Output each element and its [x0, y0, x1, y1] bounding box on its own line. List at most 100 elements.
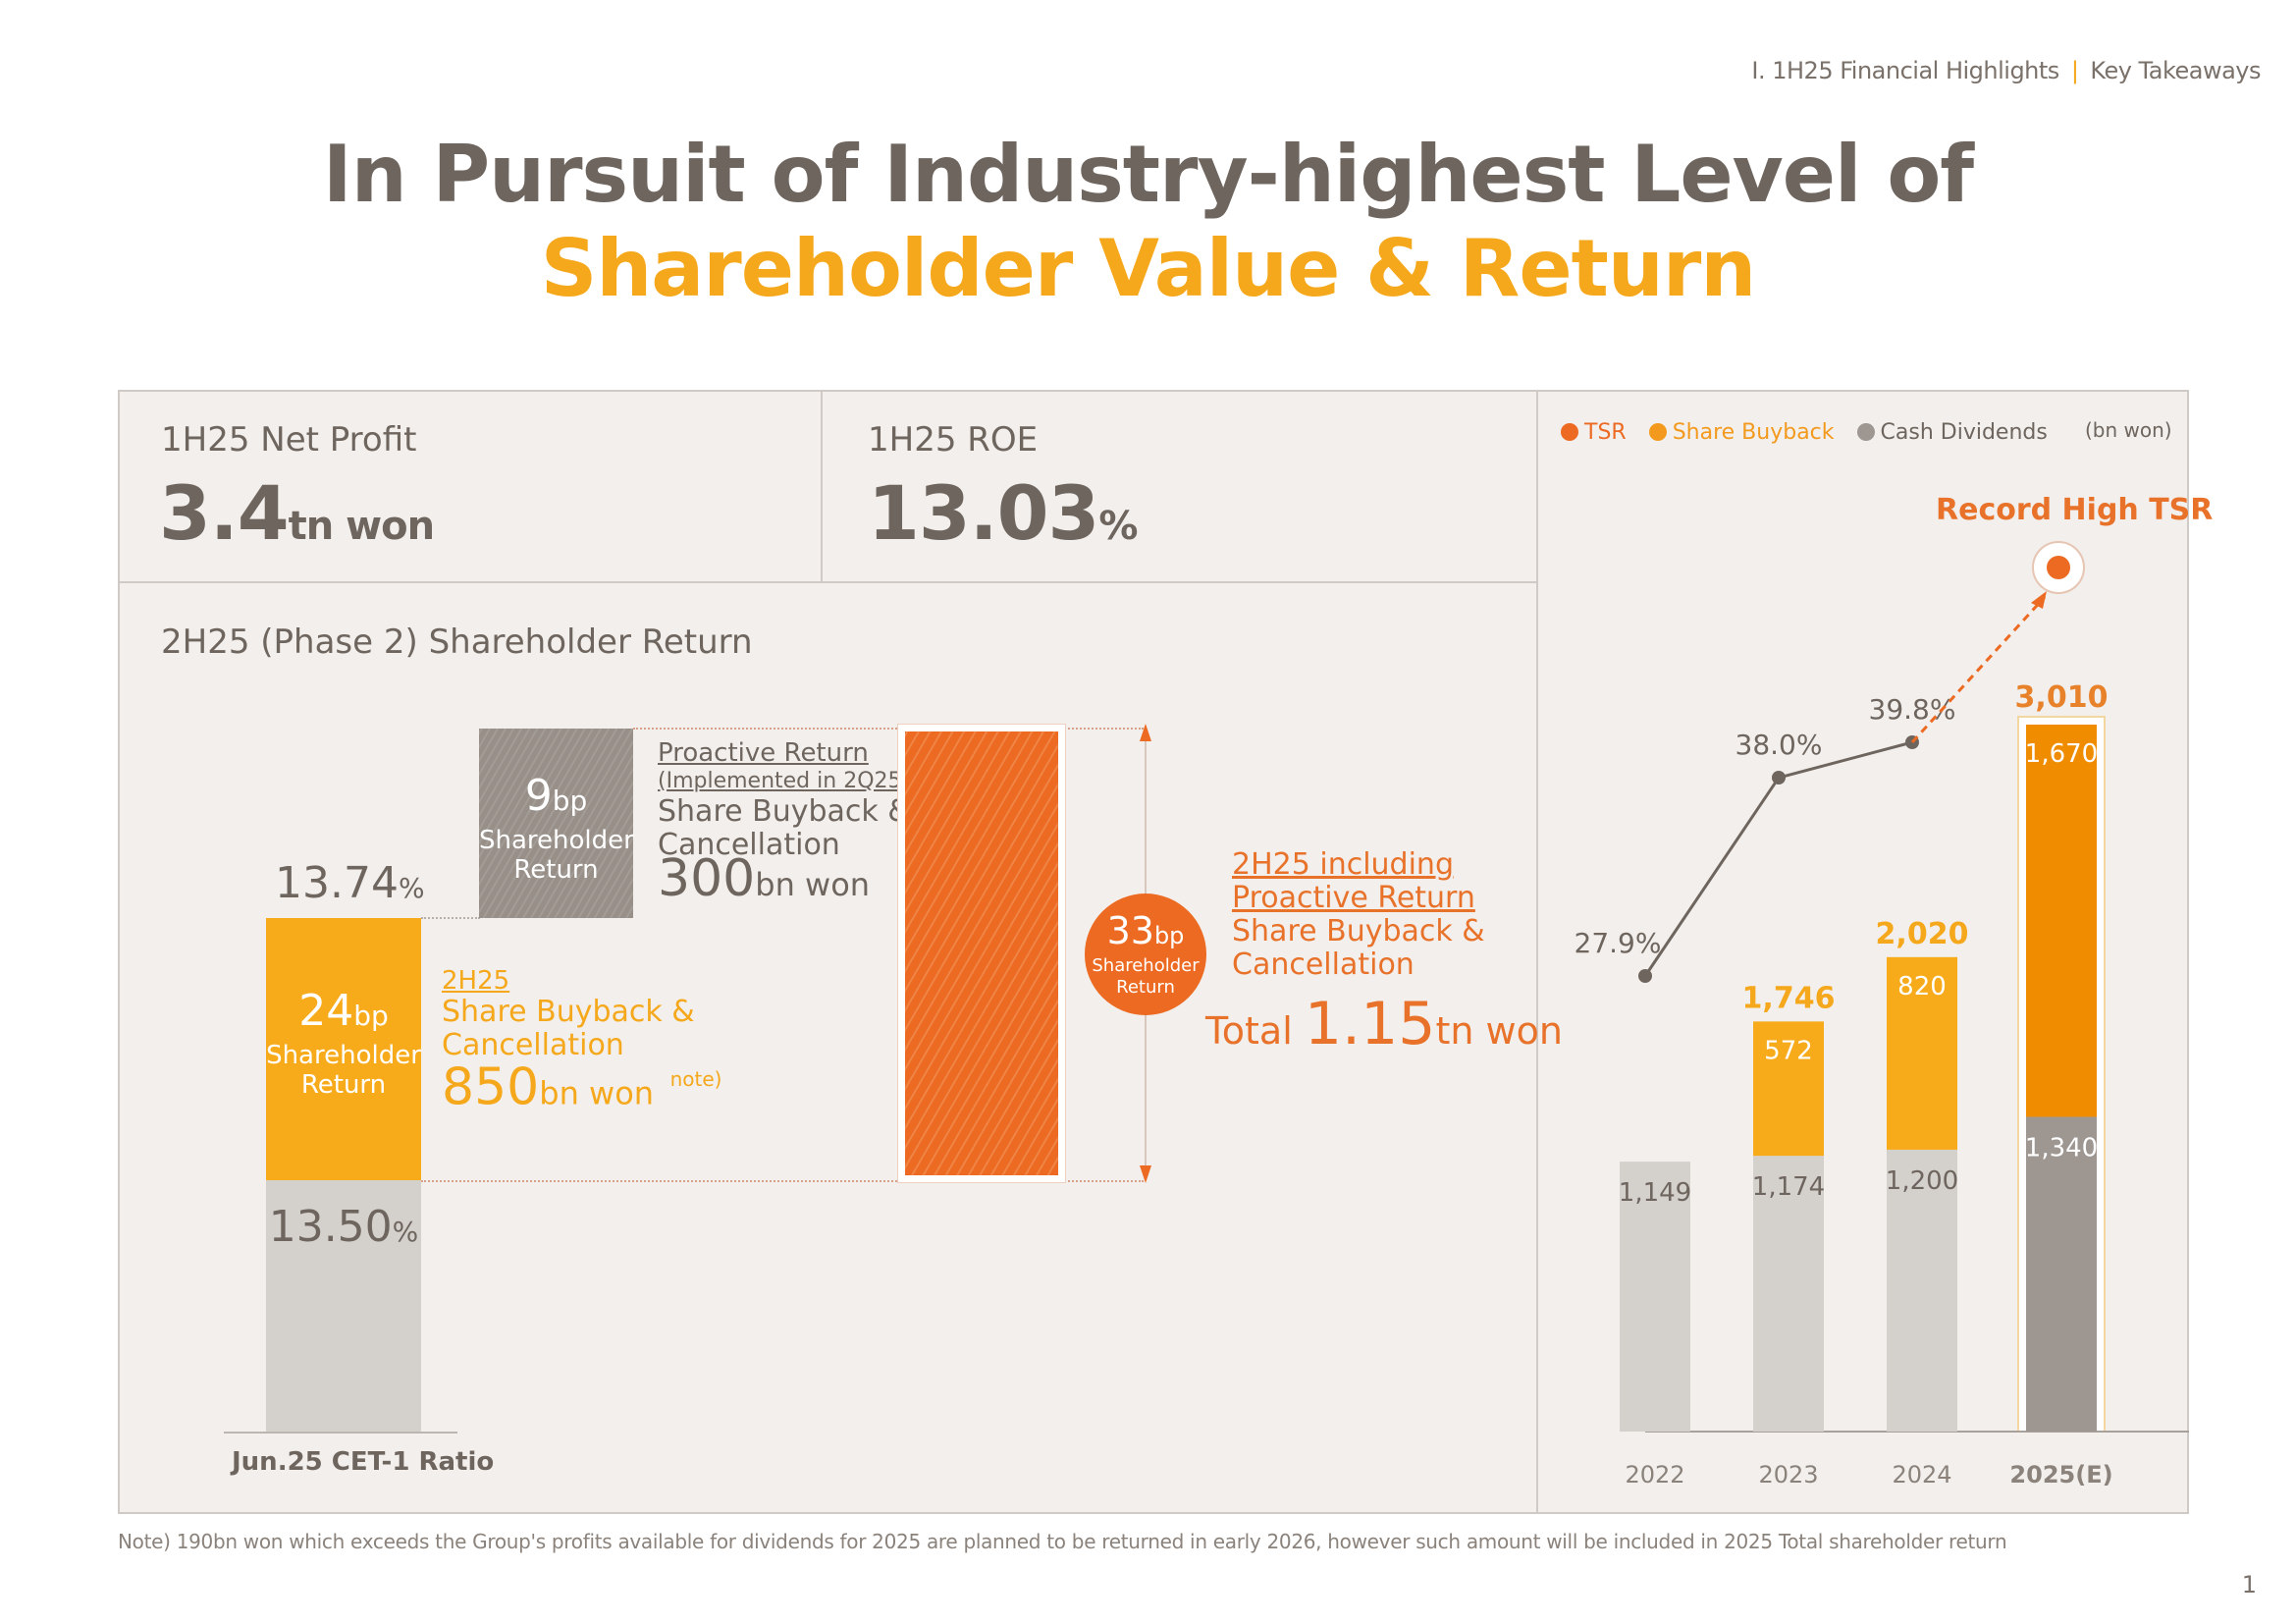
- h2-title: 2H25: [442, 966, 510, 996]
- projection-arrow-icon: [2031, 591, 2047, 609]
- legend-dot-tsr-icon: [1561, 423, 1578, 441]
- total-bar: [905, 731, 1058, 1175]
- stats-divider-vertical: [821, 390, 823, 581]
- net-profit-value: 3.4tn won: [159, 469, 435, 557]
- bar-buyback-2025(E): [2026, 725, 2097, 1117]
- footnote: Note) 190bn won which exceeds the Group'…: [118, 1530, 2007, 1553]
- tsr-label-2023: 38.0%: [1735, 729, 1823, 761]
- h2-line2: Cancellation: [442, 1028, 624, 1062]
- roe-unit: %: [1098, 504, 1138, 549]
- net-profit-number: 3.4: [159, 469, 290, 557]
- label-dividends-2023: 1,174: [1752, 1172, 1825, 1202]
- cet-base-unit: %: [392, 1216, 419, 1248]
- arrow-down-icon: [1140, 1165, 1151, 1183]
- record-high-annotation: Record High TSR: [1936, 493, 2214, 527]
- total-description: 2H25 including Proactive Return Share Bu…: [1232, 848, 1485, 982]
- cet-base-block: 13.50%: [266, 1180, 421, 1432]
- tsr-point-2022: [1638, 969, 1652, 983]
- connector-top: [633, 728, 1144, 730]
- cet-24bp-value: 24bp: [266, 987, 421, 1041]
- connector-bottom: [421, 1180, 1144, 1182]
- total-amount-number: 1.15: [1304, 990, 1436, 1058]
- block-24-number: 24: [298, 986, 354, 1036]
- cet-after-unit: %: [398, 872, 425, 904]
- legend-item-dividends: Cash Dividends: [1856, 420, 2048, 445]
- breadcrumb-page: Key Takeaways: [2090, 57, 2261, 84]
- h2-amount-number: 850: [442, 1057, 540, 1117]
- label-total-2024: 2,020: [1876, 917, 1969, 951]
- x-tick-2022: 2022: [1625, 1461, 1684, 1489]
- block-24-line1: Shareholder: [266, 1041, 421, 1070]
- proactive-line2: Cancellation: [658, 828, 840, 862]
- legend-dot-buyback-icon: [1648, 423, 1667, 441]
- circle-33-line2: Return: [1116, 977, 1175, 998]
- block-24-unit: bp: [353, 1000, 389, 1032]
- x-tick-2023: 2023: [1758, 1461, 1818, 1489]
- legend-item-tsr: TSR: [1561, 420, 1627, 445]
- total-prefix: Total: [1205, 1009, 1293, 1053]
- roe-number: 13.03: [868, 469, 1099, 557]
- x-tick-2024: 2024: [1892, 1461, 1951, 1489]
- block-9bp: 9bp Shareholder Return: [479, 729, 634, 918]
- tsr-projection-line: [1910, 595, 2047, 744]
- cet-24bp-block: 24bp Shareholder Return: [266, 918, 421, 1180]
- total-amount: Total 1.15tn won: [1205, 990, 1563, 1058]
- bar-dividends-2022: [1620, 1162, 1690, 1432]
- panel-divider-vertical: [1536, 390, 1538, 1514]
- proactive-amount-number: 300: [658, 849, 756, 908]
- bar-buyback-2023: [1753, 1021, 1824, 1157]
- legend-item-buyback: Share Buyback: [1648, 420, 1835, 445]
- block-24-line2: Return: [300, 1070, 387, 1100]
- net-profit-unit: tn won: [288, 504, 435, 549]
- cet-after-number: 13.74: [275, 858, 399, 908]
- circle-33-number: 33: [1106, 909, 1154, 952]
- page-title-line1: In Pursuit of Industry-highest Level of: [322, 129, 1974, 220]
- total-title2: Proactive Return: [1232, 881, 1475, 915]
- page-number: 1: [2241, 1571, 2257, 1598]
- cet-after-ratio: 13.74%: [275, 858, 425, 908]
- proactive-subtitle: (Implemented in 2Q25): [658, 769, 911, 793]
- h2-line1: Share Buyback &: [442, 995, 695, 1029]
- label-total-2025(E): 3,010: [2015, 680, 2109, 715]
- label-total-2023: 1,746: [1742, 981, 1836, 1015]
- total-title1: 2H25 including: [1232, 847, 1454, 882]
- tsr-chart: 1,149 2022 1,174 572 1,746 2023 1,200 820 2,020 2…: [1575, 541, 2189, 1489]
- legend-dot-dividends-icon: [1856, 423, 1875, 441]
- h2-description: 2H25 Share Buyback & Cancellation 850bn …: [442, 966, 721, 1112]
- connector-24-to-9: [421, 917, 480, 919]
- proactive-title: Proactive Return: [658, 738, 869, 768]
- roe-value: 13.03%: [868, 469, 1138, 557]
- total-line1: Share Buyback &: [1232, 914, 1485, 948]
- block-9-number: 9: [524, 771, 553, 821]
- label-dividends-2024: 1,200: [1886, 1166, 1958, 1196]
- legend-label-dividends: Cash Dividends: [1880, 420, 2048, 445]
- tsr-point-2023: [1772, 771, 1786, 785]
- circle-33bp: 33bp Shareholder Return: [1085, 893, 1206, 1015]
- arrow-up-icon: [1140, 724, 1151, 741]
- proactive-description: Proactive Return (Implemented in 2Q25) S…: [658, 738, 911, 904]
- legend-label-buyback: Share Buyback: [1672, 420, 1835, 445]
- bar-dividends-2025(E): [2026, 1116, 2097, 1432]
- circle-33-line1: Shareholder: [1092, 955, 1200, 976]
- label-buyback-2023: 572: [1764, 1036, 1813, 1065]
- roe-label: 1H25 ROE: [868, 420, 1039, 460]
- h2-amount: 850bn won note): [442, 1061, 721, 1112]
- h2-amount-unit: bn won: [539, 1074, 655, 1112]
- page-title-line2: Shareholder Value & Return: [540, 223, 1757, 314]
- label-buyback-2024: 820: [1897, 972, 1947, 1001]
- stats-divider-horizontal: [118, 581, 1536, 583]
- cet-base-number: 13.50: [268, 1202, 393, 1252]
- cet-base-ratio: 13.50%: [266, 1180, 421, 1252]
- circle-33-value: 33bp: [1085, 893, 1206, 955]
- net-profit-label: 1H25 Net Profit: [161, 420, 417, 460]
- block-9-value: 9bp: [479, 772, 633, 826]
- breadcrumb-separator: |: [2070, 57, 2079, 84]
- circle-33-unit: bp: [1153, 922, 1185, 949]
- cet-baseline: [224, 1432, 457, 1434]
- breadcrumb-section: Ⅰ. 1H25 Financial Highlights: [1751, 57, 2059, 84]
- proactive-line1: Share Buyback &: [658, 794, 911, 829]
- breadcrumb: Ⅰ. 1H25 Financial Highlights | Key Takeawa…: [1751, 57, 2261, 84]
- block-9-unit: bp: [552, 785, 588, 817]
- proactive-amount-unit: bn won: [755, 866, 871, 903]
- bar-dividends-2024: [1887, 1149, 1957, 1432]
